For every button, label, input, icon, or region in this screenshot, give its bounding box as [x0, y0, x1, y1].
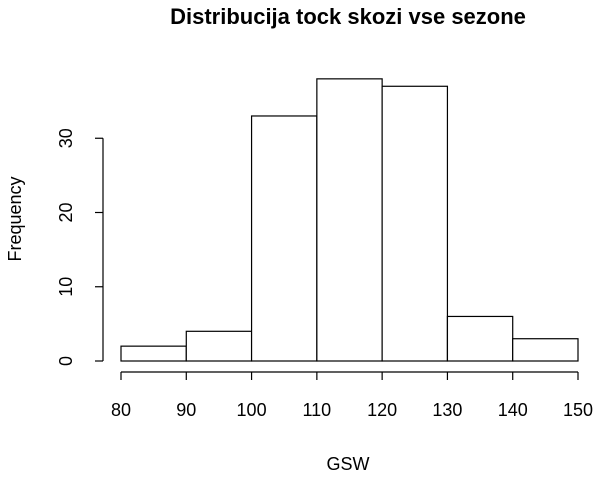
bar-110-120 — [316, 78, 383, 362]
y-tick-label-10: 10 — [56, 277, 76, 297]
bar-130-140 — [446, 315, 514, 362]
x-tick-label-90: 90 — [176, 400, 196, 420]
y-tick-label-30: 30 — [56, 128, 76, 148]
x-tick-label-140: 140 — [498, 400, 528, 420]
x-tick-label-100: 100 — [237, 400, 267, 420]
y-axis-label: Frequency — [5, 176, 25, 261]
x-tick-label-120: 120 — [367, 400, 397, 420]
chart-title: Distribucija tock skozi vse sezone — [170, 4, 526, 29]
x-axis: 80 90 100 110 120 130 140 150 — [111, 371, 593, 420]
x-tick-label-130: 130 — [432, 400, 462, 420]
y-tick-label-20: 20 — [56, 202, 76, 222]
bar-100-110 — [250, 115, 318, 362]
bar-120-130 — [381, 85, 449, 362]
bar-90-100 — [185, 330, 253, 362]
bars-group — [120, 78, 579, 362]
y-tick-label-0: 0 — [56, 356, 76, 366]
y-axis: 0 10 20 30 — [56, 128, 104, 366]
x-tick-label-150: 150 — [563, 400, 593, 420]
x-tick-label-80: 80 — [111, 400, 131, 420]
x-axis-label: GSW — [327, 454, 370, 474]
bar-140-150 — [512, 338, 579, 362]
x-tick-label-110: 110 — [303, 400, 332, 420]
bar-80-90 — [120, 345, 187, 362]
